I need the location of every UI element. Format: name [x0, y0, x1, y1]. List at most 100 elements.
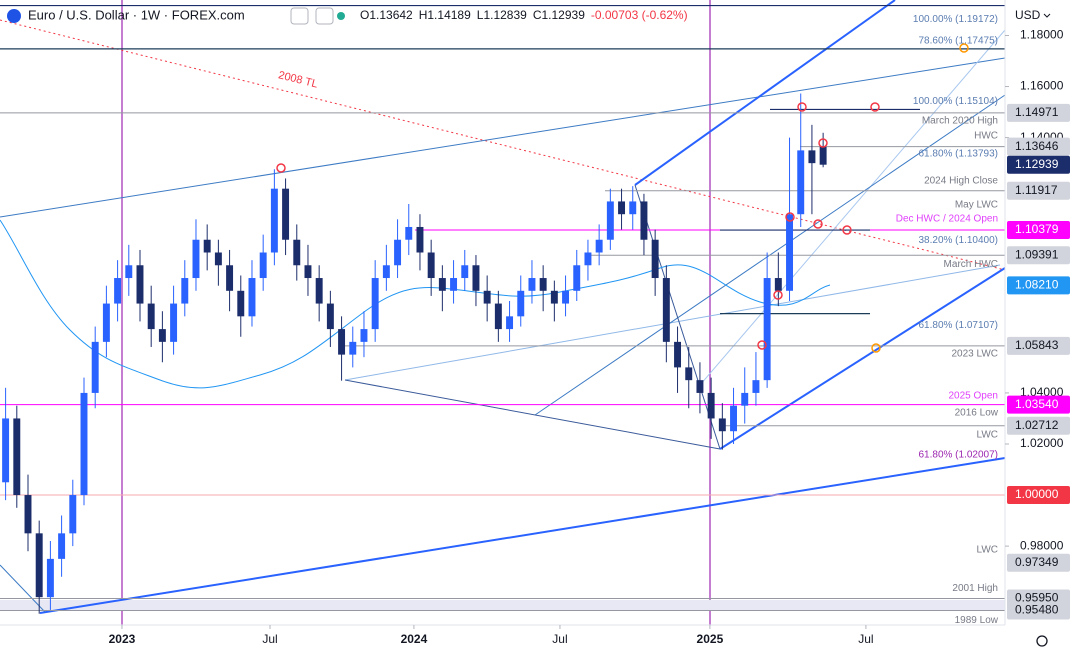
market-status: [337, 12, 345, 20]
candle-body: [248, 278, 256, 317]
level-annotation: HWC: [974, 130, 998, 141]
level-annotation: March 2020 High: [922, 115, 998, 126]
level-annotation: 38.20% (1.10400): [918, 235, 998, 246]
candle-body: [494, 303, 502, 330]
dropdown-arrow[interactable]: [1043, 13, 1051, 18]
settings-icon[interactable]: [1036, 635, 1048, 647]
candle-body: [819, 146, 827, 165]
level-annotation: 100.00% (1.19172): [913, 14, 998, 25]
ohlc-legend: O1.13642 H1.14189 L1.12839 C1.12939 -0.00703…: [360, 8, 688, 22]
candle-body: [181, 278, 189, 304]
x-tick-label: Jul: [552, 632, 567, 646]
price-tag: [1007, 395, 1070, 414]
level-annotation: 2001 High: [952, 583, 998, 594]
marker: [813, 219, 823, 229]
currency-label[interactable]: USD: [1015, 8, 1041, 22]
axes: 1.180001.160001.140001.040001.020000.980…: [109, 28, 1064, 647]
candle-body: [528, 278, 536, 291]
price-tag: [1007, 553, 1070, 572]
candle-body: [506, 316, 514, 330]
candle-body: [293, 239, 301, 266]
price-tag-label: 1.05843: [1015, 338, 1059, 352]
x-tick-label: Jul: [858, 632, 873, 646]
price-tag-label: 0.97349: [1015, 555, 1059, 569]
candle-body: [394, 239, 402, 266]
candle-body: [517, 290, 525, 317]
marker: [785, 212, 795, 222]
candle-body: [270, 188, 278, 253]
candle-body: [461, 265, 469, 279]
price-tag-label: 0.95950: [1015, 591, 1059, 605]
candle-body: [763, 278, 771, 381]
candle-body: [203, 239, 211, 253]
ohlc-value: -0.00703 (-0.62%): [591, 8, 688, 22]
candle-body: [606, 201, 614, 240]
level-annotation: 2016 Low: [955, 407, 999, 418]
level-annotation: 61.80% (1.07107): [918, 320, 998, 331]
price-tag: [1007, 601, 1070, 620]
x-tick-label: 2024: [401, 632, 428, 646]
price-tag-label: 1.03540: [1015, 397, 1059, 411]
candle-body: [360, 329, 368, 342]
candle-body: [774, 278, 782, 291]
x-tick-label: 2023: [109, 632, 136, 646]
candle-body: [573, 265, 581, 291]
candle-body: [226, 265, 234, 291]
candle-body: [371, 278, 379, 330]
candle-body: [192, 239, 200, 279]
candle-body: [741, 392, 749, 406]
candle-body: [69, 495, 77, 534]
trendline: [0, 564, 46, 613]
price-tag: [1007, 336, 1070, 355]
candle-body: [125, 265, 133, 279]
candle-body: [114, 278, 122, 304]
channel-line: [634, 0, 896, 186]
toolbar-button[interactable]: [315, 7, 334, 25]
marker: [797, 102, 807, 112]
marker: [959, 43, 969, 53]
candle-body: [808, 150, 816, 164]
candle-body: [730, 405, 738, 432]
price-tag: [1007, 155, 1070, 174]
candle-body: [214, 252, 222, 266]
candle-body: [752, 380, 760, 393]
price-tag-label: 1.12939: [1015, 157, 1059, 171]
candle-body: [562, 290, 570, 304]
level-annotation: 78.60% (1.17475): [918, 36, 998, 47]
candle-body: [102, 303, 110, 342]
price-tag-label: 1.09391: [1015, 247, 1059, 261]
level-annotation: 2025 Open: [949, 390, 999, 401]
x-tick-label: Jul: [262, 632, 277, 646]
level-annotation: LWC: [977, 429, 998, 440]
candle-body: [259, 252, 267, 279]
candle-body: [304, 265, 312, 279]
marker: [871, 343, 881, 353]
candle-body: [674, 341, 682, 368]
price-axis: [1005, 0, 1070, 651]
candle-body: [315, 278, 323, 304]
candle-body: [651, 239, 659, 279]
price-tag-label: 1.11917: [1015, 183, 1058, 197]
price-tag: [1007, 486, 1070, 505]
candle-body: [91, 341, 99, 393]
trendline: [344, 379, 721, 450]
y-tick-label: 1.16000: [1020, 79, 1064, 93]
price-tag: [1007, 181, 1070, 200]
moving-average: [0, 219, 831, 389]
marker: [818, 138, 828, 148]
toolbar-button[interactable]: [290, 7, 309, 25]
y-tick-label: 0.98000: [1020, 538, 1064, 552]
price-tag: [1007, 221, 1070, 240]
candle-body: [35, 533, 43, 598]
level-annotation: 2024 High Close: [924, 175, 998, 186]
markers: [276, 43, 969, 353]
ohlc-value: C1.12939: [533, 8, 585, 22]
price-tag: [1007, 103, 1070, 122]
level-annotation: 61.80% (1.13793): [918, 149, 998, 160]
marker: [773, 290, 783, 300]
price-tag: [1007, 137, 1070, 156]
candle-body: [539, 278, 547, 291]
candle-body: [438, 278, 446, 291]
price-tags: 1.14971 1.13646 1.12939 1.11917 1.10379 1.093…: [1007, 103, 1070, 620]
